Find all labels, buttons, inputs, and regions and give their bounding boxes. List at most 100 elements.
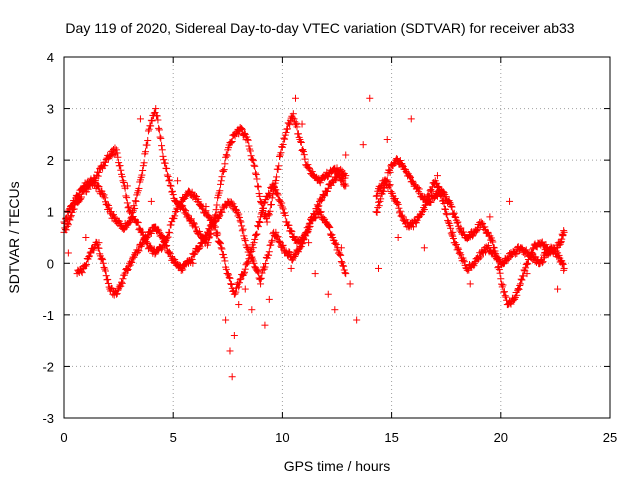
data-point-marker (136, 224, 144, 232)
x-tick-label: 15 (384, 430, 398, 445)
data-point-marker (346, 280, 354, 288)
data-point-marker (293, 123, 301, 131)
chart-title: Day 119 of 2020, Sidereal Day-to-day VTE… (65, 20, 575, 36)
data-point-marker (119, 275, 127, 283)
data-point-marker (256, 275, 264, 283)
data-point-marker (292, 119, 300, 127)
data-point-marker (82, 262, 90, 270)
data-point-marker (118, 173, 126, 181)
data-point-marker (336, 250, 344, 258)
data-point-marker (332, 239, 340, 247)
data-point-marker (249, 155, 257, 163)
data-point-marker (217, 208, 225, 216)
data-point-marker (484, 241, 492, 249)
data-point-marker (163, 165, 171, 173)
data-point-marker (167, 253, 175, 261)
data-point-marker (542, 241, 550, 249)
data-point-marker (261, 263, 269, 271)
x-tick-label: 25 (603, 430, 617, 445)
data-point-marker (126, 208, 134, 216)
data-point-marker (407, 174, 415, 182)
data-point-marker (237, 218, 245, 226)
data-point-marker (215, 213, 223, 221)
data-point-marker (478, 220, 486, 228)
data-point-marker (444, 218, 452, 226)
data-point-marker (240, 232, 248, 240)
data-point-marker (182, 207, 190, 215)
data-point-marker (99, 256, 107, 264)
x-tick-label: 10 (275, 430, 289, 445)
data-point-marker (119, 177, 127, 185)
data-point-marker (144, 127, 152, 135)
data-point-marker (257, 274, 265, 282)
data-point-marker (304, 161, 312, 169)
data-point-marker (237, 125, 245, 133)
data-point-marker (497, 275, 505, 283)
data-point-marker (118, 279, 126, 287)
data-point-marker (160, 156, 168, 164)
data-point-marker (219, 167, 227, 175)
data-point-marker (246, 248, 254, 256)
data-point-marker (135, 184, 143, 192)
data-point-marker (98, 163, 106, 171)
data-point-marker (64, 220, 72, 228)
data-point-marker (165, 249, 173, 257)
data-point-marker (409, 223, 417, 231)
data-point-marker (257, 213, 265, 221)
data-point-marker (128, 259, 136, 267)
data-point-marker (241, 129, 249, 137)
data-point-marker (523, 270, 531, 278)
data-point-marker (300, 151, 308, 159)
data-point-marker (142, 148, 150, 156)
data-point-marker (551, 245, 559, 253)
data-point-marker (342, 182, 350, 190)
data-point-marker (506, 197, 514, 205)
data-point-marker (272, 186, 280, 194)
data-point-marker (95, 168, 103, 176)
data-point-marker (448, 203, 456, 211)
data-point-marker (230, 331, 238, 339)
data-point-marker (197, 239, 205, 247)
data-point-marker (151, 250, 159, 258)
data-point-marker (253, 230, 261, 238)
data-point-marker (424, 191, 432, 199)
data-point-marker (228, 137, 236, 145)
data-point-marker (221, 257, 229, 265)
data-point-marker (289, 114, 297, 122)
data-point-marker (195, 244, 203, 252)
y-tick-label: -2 (42, 359, 54, 374)
data-point-marker (499, 281, 507, 289)
data-point-marker (253, 175, 261, 183)
data-point-marker (329, 177, 337, 185)
data-point-marker (399, 161, 407, 169)
data-point-marker (519, 272, 527, 280)
data-point-marker (154, 116, 162, 124)
data-point-marker (251, 162, 259, 170)
data-point-marker (294, 130, 302, 138)
data-point-marker (113, 149, 121, 157)
data-point-marker (266, 207, 274, 215)
data-point-marker (454, 218, 462, 226)
data-point-marker (268, 236, 276, 244)
data-point-marker (260, 199, 268, 207)
data-point-marker (440, 200, 448, 208)
data-point-marker (546, 248, 554, 256)
data-point-marker (514, 285, 522, 293)
data-point-marker (147, 229, 155, 237)
data-point-marker (101, 265, 109, 273)
data-point-marker (104, 275, 112, 283)
data-point-marker (560, 264, 568, 272)
data-point-marker (376, 186, 384, 194)
data-point-marker (157, 134, 165, 142)
data-point-marker (559, 260, 567, 268)
data-point-marker (166, 176, 174, 184)
data-point-marker (341, 269, 349, 277)
data-point-marker (222, 265, 230, 273)
data-point-marker (99, 192, 107, 200)
data-point-marker (125, 203, 133, 211)
data-point-marker (428, 187, 436, 195)
data-point-marker (143, 141, 151, 149)
data-point-marker (285, 119, 293, 127)
data-point-marker (324, 290, 332, 298)
data-point-marker (250, 259, 258, 267)
